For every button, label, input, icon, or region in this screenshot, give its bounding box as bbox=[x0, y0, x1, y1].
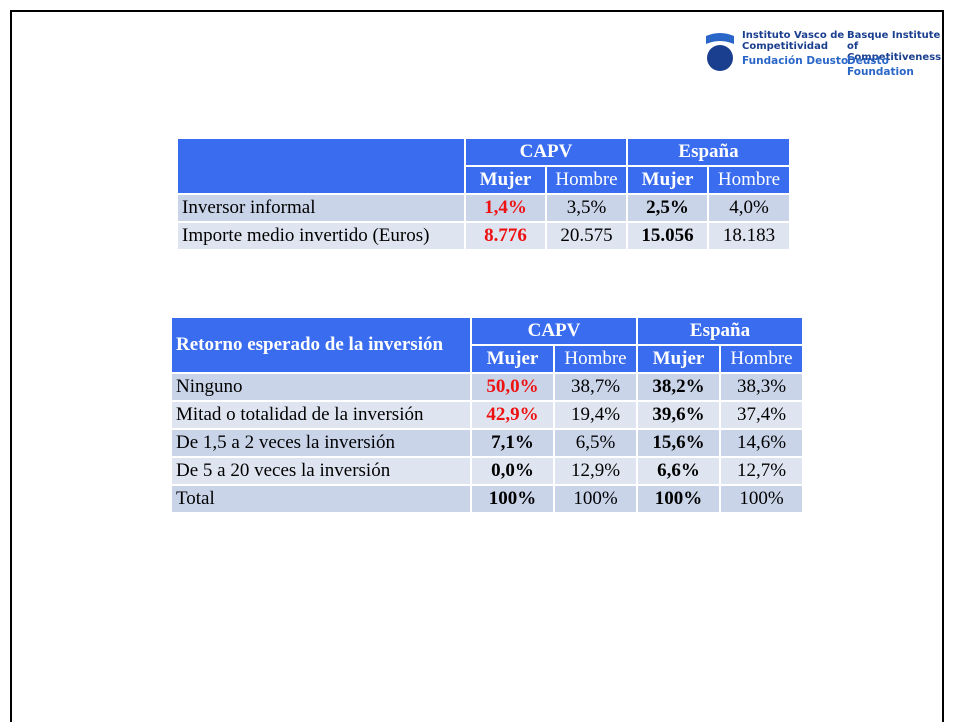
logo-text: Competitiveness bbox=[847, 52, 942, 63]
cell: 100% bbox=[638, 486, 719, 512]
data-row: Importe medio invertido (Euros) 8.776 20.5… bbox=[178, 223, 789, 249]
row-label: Mitad o totalidad de la inversión bbox=[172, 402, 470, 428]
cell: 20.575 bbox=[547, 223, 626, 249]
slide bbox=[10, 10, 944, 722]
logo-text: Basque Institute of bbox=[847, 30, 941, 52]
logo-es: Instituto Vasco de Competitividad bbox=[742, 30, 844, 52]
group-header: España bbox=[638, 318, 802, 344]
row-label: De 5 a 20 veces la inversión bbox=[172, 458, 470, 484]
cell: 7,1% bbox=[472, 430, 553, 456]
subheader-row: Mujer Hombre Mujer Hombre bbox=[178, 167, 789, 193]
corner-cell: Retorno esperado de la inversión bbox=[172, 318, 470, 372]
cell: 100% bbox=[555, 486, 636, 512]
data-row: De 5 a 20 veces la inversión 0,0% 12,9% 6,6… bbox=[172, 458, 802, 484]
subheader: Hombre bbox=[709, 167, 789, 193]
row-label: Inversor informal bbox=[178, 195, 464, 221]
logo-en: Basque Institute of Competitiveness bbox=[847, 30, 949, 63]
cell: 12,7% bbox=[721, 458, 802, 484]
cell: 18.183 bbox=[709, 223, 789, 249]
data-table: CAPV España Mujer Hombre Mujer Hombre Inversor… bbox=[176, 137, 791, 251]
cell: 6,6% bbox=[638, 458, 719, 484]
cell: 38,2% bbox=[638, 374, 719, 400]
logo-text: Deusto Foundation bbox=[847, 55, 914, 78]
cell: 3,5% bbox=[547, 195, 626, 221]
data-row: Inversor informal 1,4% 3,5% 2,5% 4,0% bbox=[178, 195, 789, 221]
corner-cell bbox=[178, 139, 464, 193]
subheader: Mujer bbox=[472, 346, 553, 372]
header-row: CAPV España bbox=[178, 139, 789, 193]
cell: 4,0% bbox=[709, 195, 789, 221]
data-row: Mitad o totalidad de la inversión 42,9% 19… bbox=[172, 402, 802, 428]
cell: 19,4% bbox=[555, 402, 636, 428]
cell: 42,9% bbox=[472, 402, 553, 428]
cell: 8.776 bbox=[466, 223, 545, 249]
logo-icon bbox=[706, 33, 734, 71]
group-header: CAPV bbox=[472, 318, 636, 344]
cell: 6,5% bbox=[555, 430, 636, 456]
row-label: De 1,5 a 2 veces la inversión bbox=[172, 430, 470, 456]
data-table: Retorno esperado de la inversión CAPV Espa… bbox=[170, 316, 804, 514]
cell: 15.056 bbox=[628, 223, 707, 249]
cell: 1,4% bbox=[466, 195, 545, 221]
cell: 38,7% bbox=[555, 374, 636, 400]
group-header: España bbox=[628, 139, 789, 165]
subheader: Hombre bbox=[547, 167, 626, 193]
subheader: Hombre bbox=[721, 346, 802, 372]
row-label: Importe medio invertido (Euros) bbox=[178, 223, 464, 249]
cell: 100% bbox=[472, 486, 553, 512]
logo-text: Competitividad bbox=[742, 41, 828, 52]
subheader: Mujer bbox=[638, 346, 719, 372]
subheader: Hombre bbox=[555, 346, 636, 372]
data-row: Total 100% 100% 100% 100% bbox=[172, 486, 802, 512]
subheader: Mujer bbox=[628, 167, 707, 193]
data-row: De 1,5 a 2 veces la inversión 7,1% 6,5% 15,… bbox=[172, 430, 802, 456]
cell: 14,6% bbox=[721, 430, 802, 456]
subheader: Mujer bbox=[466, 167, 545, 193]
logo-text: Instituto Vasco de bbox=[742, 30, 845, 41]
logo-text: Fundación Deusto bbox=[742, 55, 849, 67]
cell: 100% bbox=[721, 486, 802, 512]
row-label: Total bbox=[172, 486, 470, 512]
cell: 39,6% bbox=[638, 402, 719, 428]
subheader-row: Mujer Hombre Mujer Hombre bbox=[172, 346, 802, 372]
header-row: Retorno esperado de la inversión CAPV Espa… bbox=[172, 318, 802, 372]
group-header: CAPV bbox=[466, 139, 626, 165]
data-row: Ninguno 50,0% 38,7% 38,2% 38,3% bbox=[172, 374, 802, 400]
cell: 50,0% bbox=[472, 374, 553, 400]
row-label: Ninguno bbox=[172, 374, 470, 400]
cell: 12,9% bbox=[555, 458, 636, 484]
cell: 38,3% bbox=[721, 374, 802, 400]
cell: 15,6% bbox=[638, 430, 719, 456]
cell: 0,0% bbox=[472, 458, 553, 484]
cell: 2,5% bbox=[628, 195, 707, 221]
cell: 37,4% bbox=[721, 402, 802, 428]
logo: Instituto Vasco de Competitividad Basque… bbox=[704, 28, 949, 78]
